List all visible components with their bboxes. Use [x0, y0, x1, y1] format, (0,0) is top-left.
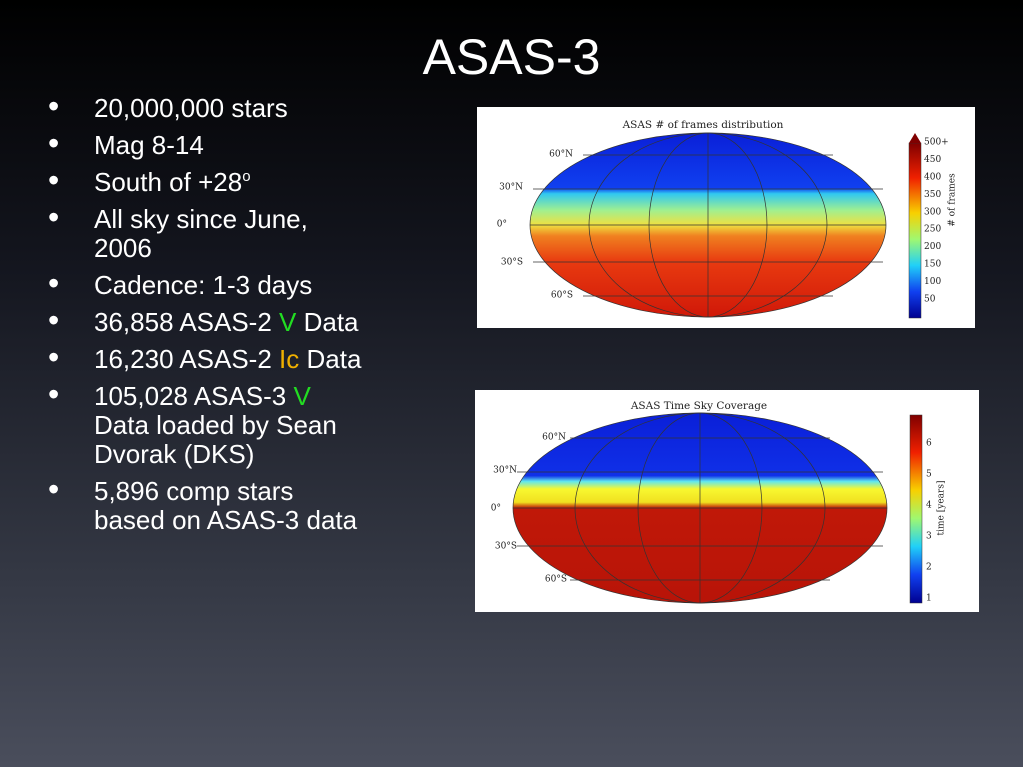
- bullet-text: V: [293, 381, 311, 411]
- colorbar-tick-label: 500+: [924, 138, 949, 148]
- colorbar-tick-label: 300: [924, 207, 941, 217]
- colorbar-tick-label: 350: [924, 190, 941, 200]
- colorbar-tick-label: 2: [926, 563, 932, 573]
- colorbar-tick-label: 150: [924, 260, 941, 270]
- bullet-text: 5,896 comp stars: [94, 476, 294, 506]
- latitude-label: 30°N: [493, 466, 517, 476]
- bullet-text: Ic: [279, 344, 300, 374]
- latitude-label: 60°S: [545, 575, 567, 585]
- colorbar-label: time [years]: [937, 481, 947, 536]
- colorbar-tick-label: 200: [924, 242, 941, 252]
- bullet-text: Data loaded by Sean: [94, 410, 337, 440]
- latitude-label: 60°N: [549, 150, 573, 160]
- colorbar-tick-label: 4: [926, 501, 932, 511]
- bullet-text: V: [279, 307, 297, 337]
- colorbar-tick-label: 6: [926, 439, 932, 449]
- bullet-text: 20,000,000 stars: [94, 93, 288, 123]
- bullet-text: Data: [299, 344, 362, 374]
- colorbar-tick-label: 1: [926, 594, 932, 604]
- colorbar-arrow: [909, 133, 921, 143]
- colorbar-tick-label: 3: [926, 532, 932, 542]
- bullet-text: 16,230 ASAS-2: [94, 344, 280, 374]
- bullet-text: o: [242, 168, 251, 185]
- colorbar: [909, 414, 923, 604]
- latitude-label: 30°S: [501, 258, 523, 268]
- bullet-text: 2006: [94, 233, 152, 263]
- bullet-text: Cadence: 1-3 days: [94, 270, 313, 300]
- bullet-text: South of +28: [94, 167, 243, 197]
- bullet: All sky since June,2006: [48, 203, 361, 263]
- latitude-label: 0°: [497, 220, 507, 230]
- latitude-label: 60°N: [542, 433, 566, 443]
- bullet: South of +28o: [48, 166, 361, 197]
- bullet-text: Data: [296, 307, 359, 337]
- bullet-text: 36,858 ASAS-2: [94, 307, 280, 337]
- bullet-text: based on ASAS-3 data: [94, 505, 358, 535]
- latitude-label: 30°S: [495, 542, 517, 552]
- colorbar-tick-label: 5: [926, 470, 932, 480]
- colorbar-tick-label: 450: [924, 155, 941, 165]
- bullet-text: All sky since June,: [94, 204, 308, 234]
- bullet: 20,000,000 stars: [48, 92, 361, 123]
- colorbar-tick-label: 400: [924, 172, 941, 182]
- bullet-text: 105,028 ASAS-3: [94, 381, 294, 411]
- latitude-label: 30°N: [499, 183, 523, 193]
- map-grid: [529, 132, 887, 318]
- map-grid: [512, 412, 888, 604]
- colorbar-label: # of frames: [948, 173, 958, 227]
- bullet: 16,230 ASAS-2 Ic Data: [48, 343, 362, 374]
- bullet: Mag 8-14: [48, 129, 361, 160]
- bullet-text: Dvorak (DKS): [94, 439, 255, 469]
- latitude-label: 60°S: [551, 291, 573, 301]
- colorbar-tick-label: 250: [924, 225, 941, 235]
- bullet: 36,858 ASAS-2 V Data: [48, 306, 361, 337]
- bullet-list: 20,000,000 stars Mag 8-14 South of +28o All…: [48, 92, 362, 543]
- colorbar: [908, 142, 922, 319]
- figure-title: ASAS # of frames distribution: [622, 119, 784, 131]
- slide-title: ASAS-3: [422, 29, 601, 85]
- figure-title: ASAS Time Sky Coverage: [630, 400, 767, 412]
- colorbar-tick-label: 100: [924, 277, 941, 287]
- bullet: Cadence: 1-3 days: [48, 269, 361, 300]
- colorbar-tick-label: 50: [924, 295, 936, 305]
- latitude-label: 0°: [491, 504, 501, 514]
- bullet-text: Mag 8-14: [94, 130, 204, 160]
